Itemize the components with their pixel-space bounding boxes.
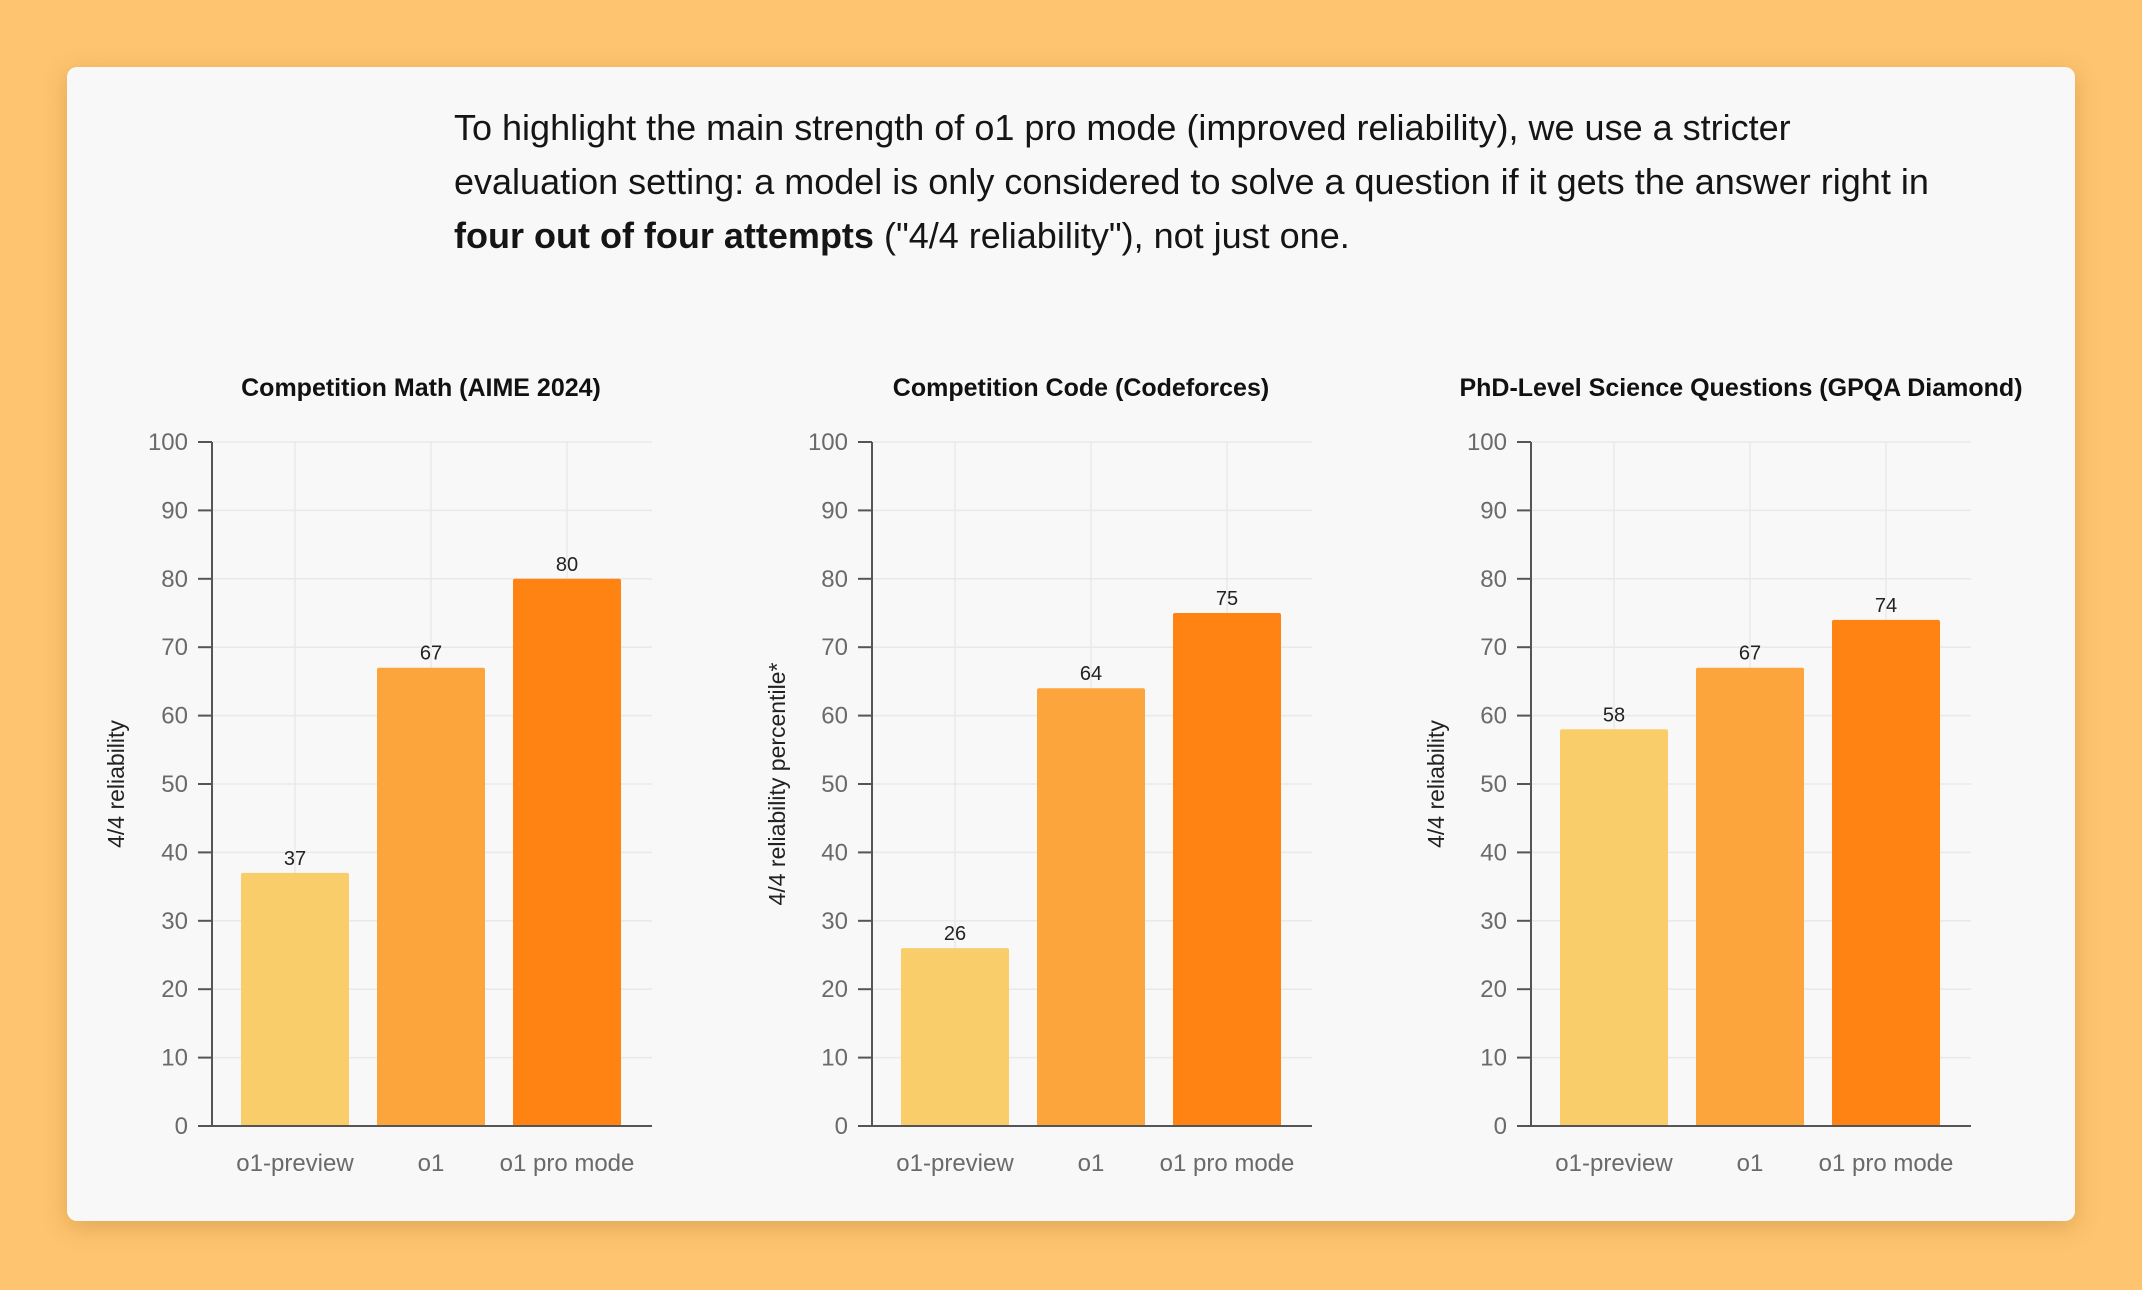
- bar-o1-pro-mode: [1832, 619, 1940, 1126]
- bar-o1-pro-mode: [513, 578, 621, 1126]
- bar-o1-pro-mode: [1173, 613, 1281, 1126]
- y-axis-label: 4/4 reliability: [103, 720, 129, 848]
- y-tick-label: 100: [1467, 429, 1507, 456]
- bar-value-label: 64: [1080, 663, 1102, 685]
- intro-paragraph: To highlight the main strength of o1 pro…: [454, 101, 1934, 263]
- y-tick-label: 90: [821, 497, 848, 524]
- bar-value-label: 67: [420, 643, 442, 665]
- y-tick-label: 40: [1480, 839, 1507, 866]
- y-tick-label: 100: [148, 429, 188, 456]
- y-tick-label: 30: [1480, 908, 1507, 935]
- x-category-label: o1: [418, 1150, 445, 1177]
- bar-value-label: 37: [284, 848, 306, 870]
- y-tick-label: 10: [161, 1045, 188, 1072]
- y-tick-label: 20: [1480, 976, 1507, 1003]
- bar-o1: [1696, 667, 1804, 1126]
- chart-1: Competition Math (AIME 2024) 0 10 20 30 40 50 6…: [103, 374, 652, 1177]
- x-category-label: o1-preview: [236, 1150, 354, 1177]
- y-tick-label: 40: [821, 839, 848, 866]
- intro-bold-phrase: four out of four attempts: [454, 215, 874, 256]
- y-tick-label: 60: [1480, 703, 1507, 730]
- y-axis-label: 4/4 reliability percentile*: [764, 663, 790, 906]
- x-category-label: o1: [1078, 1150, 1105, 1177]
- x-category-label: o1-preview: [1555, 1150, 1673, 1177]
- x-category-label: o1: [1737, 1150, 1764, 1177]
- y-tick-label: 70: [1480, 634, 1507, 661]
- bar-o1-preview: [901, 948, 1009, 1126]
- bar-value-label: 74: [1875, 595, 1897, 617]
- bar-value-label: 67: [1739, 643, 1761, 665]
- y-tick-label: 70: [821, 634, 848, 661]
- y-tick-label: 100: [808, 429, 848, 456]
- y-axis-label: 4/4 reliability: [1423, 720, 1449, 848]
- bar-value-label: 75: [1216, 588, 1238, 610]
- y-tick-label: 70: [161, 634, 188, 661]
- y-tick-label: 0: [1494, 1113, 1507, 1140]
- x-category-label: o1 pro mode: [1160, 1150, 1295, 1177]
- intro-text-start: To highlight the main strength of o1 pro…: [454, 107, 1929, 202]
- bar-o1: [377, 667, 485, 1126]
- y-tick-label: 50: [821, 771, 848, 798]
- bar-o1-preview: [241, 872, 349, 1126]
- y-tick-label: 60: [161, 703, 188, 730]
- chart-3: PhD-Level Science Questions (GPQA Diamon…: [1423, 374, 2023, 1177]
- y-tick-label: 20: [161, 976, 188, 1003]
- x-category-label: o1-preview: [896, 1150, 1014, 1177]
- x-category-label: o1 pro mode: [1819, 1150, 1954, 1177]
- y-tick-label: 60: [821, 703, 848, 730]
- y-tick-label: 10: [821, 1045, 848, 1072]
- y-tick-label: 20: [821, 976, 848, 1003]
- bar-value-label: 58: [1603, 704, 1625, 726]
- y-tick-label: 90: [1480, 497, 1507, 524]
- chart-title: PhD-Level Science Questions (GPQA Diamon…: [1459, 374, 2022, 402]
- y-tick-label: 10: [1480, 1045, 1507, 1072]
- y-tick-label: 50: [161, 771, 188, 798]
- chart-2: Competition Code (Codeforces) 0 10 20 30 40 50…: [764, 374, 1312, 1177]
- x-category-label: o1 pro mode: [500, 1150, 635, 1177]
- y-tick-label: 50: [1480, 771, 1507, 798]
- chart-title: Competition Code (Codeforces): [893, 374, 1269, 402]
- bar-value-label: 26: [944, 923, 966, 945]
- y-tick-label: 40: [161, 839, 188, 866]
- y-tick-label: 80: [1480, 566, 1507, 593]
- bar-o1-preview: [1560, 729, 1668, 1126]
- y-tick-label: 90: [161, 497, 188, 524]
- intro-text-end: ("4/4 reliability"), not just one.: [873, 215, 1350, 256]
- bar-o1: [1037, 688, 1145, 1126]
- y-tick-label: 30: [161, 908, 188, 935]
- chart-title: Competition Math (AIME 2024): [241, 374, 601, 402]
- y-tick-label: 80: [161, 566, 188, 593]
- bar-value-label: 80: [556, 554, 578, 576]
- y-tick-label: 0: [175, 1113, 188, 1140]
- y-tick-label: 0: [835, 1113, 848, 1140]
- y-tick-label: 30: [821, 908, 848, 935]
- y-tick-label: 80: [821, 566, 848, 593]
